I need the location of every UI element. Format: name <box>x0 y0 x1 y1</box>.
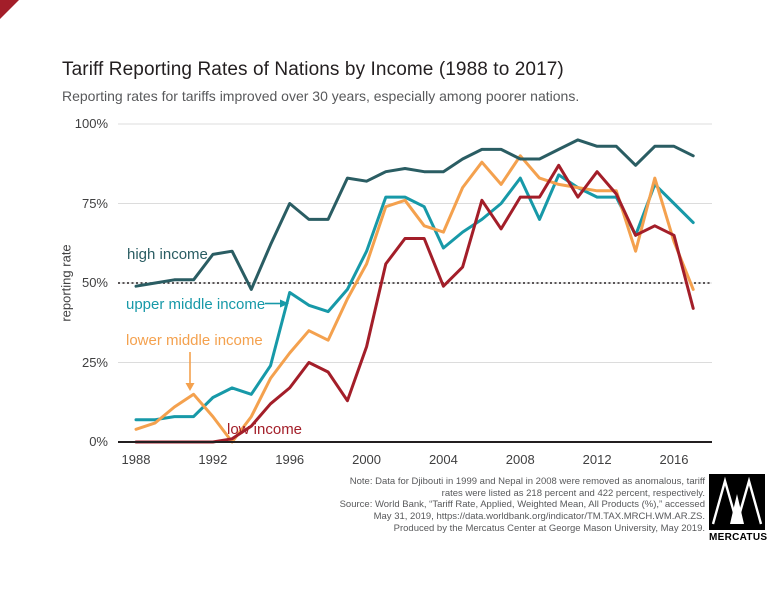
x-tick-label: 1988 <box>121 452 151 467</box>
mercatus-logo: MERCATUS <box>709 474 768 543</box>
lower-middle-arrowhead-icon <box>185 383 195 391</box>
mercatus-m-icon <box>711 476 763 525</box>
footnotes: Note: Data for Djibouti in 1999 and Nepa… <box>145 476 705 535</box>
x-tick-label: 2004 <box>428 452 458 467</box>
y-tick-label: 75% <box>81 195 108 211</box>
series-line-upper-middle-income <box>134 173 695 422</box>
mercatus-logo-text: MERCATUS <box>709 532 768 543</box>
footnote-line: Produced by the Mercatus Center at Georg… <box>393 522 705 534</box>
footnote-line: Note: Data for Djibouti in 1999 and Nepa… <box>349 476 705 487</box>
x-tick-label: 2016 <box>659 452 689 467</box>
m-center-triangle <box>730 494 744 524</box>
x-tick-label: 1992 <box>198 452 228 467</box>
y-tick-label: 100% <box>74 116 108 131</box>
footnote-line: Source: World Bank, “Tariff Rate, Applie… <box>339 499 705 511</box>
legend-label-lower-middle-income: lower middle income <box>126 332 263 349</box>
y-tick-label: 0% <box>89 434 108 449</box>
y-tick-label: 25% <box>81 354 108 370</box>
legend-label-upper-middle-income: upper middle income <box>126 296 266 313</box>
corner-accent-triangle <box>0 0 19 19</box>
upper-middle-arrowhead-icon <box>280 299 289 308</box>
footnote-line: May 31, 2019, https://data.worldbank.org… <box>373 511 705 523</box>
chart-subtitle: Reporting rates for tariffs improved ove… <box>62 88 580 104</box>
series-line-lower-middle-income <box>134 154 695 444</box>
footnote-line: rates were listed as 218 percent and 422… <box>441 487 705 499</box>
x-tick-label: 1996 <box>275 452 305 467</box>
x-tick-label: 2008 <box>505 452 535 467</box>
x-tick-label: 2012 <box>582 452 612 467</box>
legend-label-high-income: high income <box>127 246 208 263</box>
legend-label-low-income: low income <box>227 421 303 438</box>
y-tick-label: 50% <box>81 275 108 290</box>
mercatus-logo-mark <box>709 474 765 530</box>
series-line-high-income <box>134 138 695 291</box>
series-line-low-income <box>134 163 695 444</box>
chart-title: Tariff Reporting Rates of Nations by Inc… <box>62 59 564 80</box>
x-tick-label: 2000 <box>352 452 382 467</box>
